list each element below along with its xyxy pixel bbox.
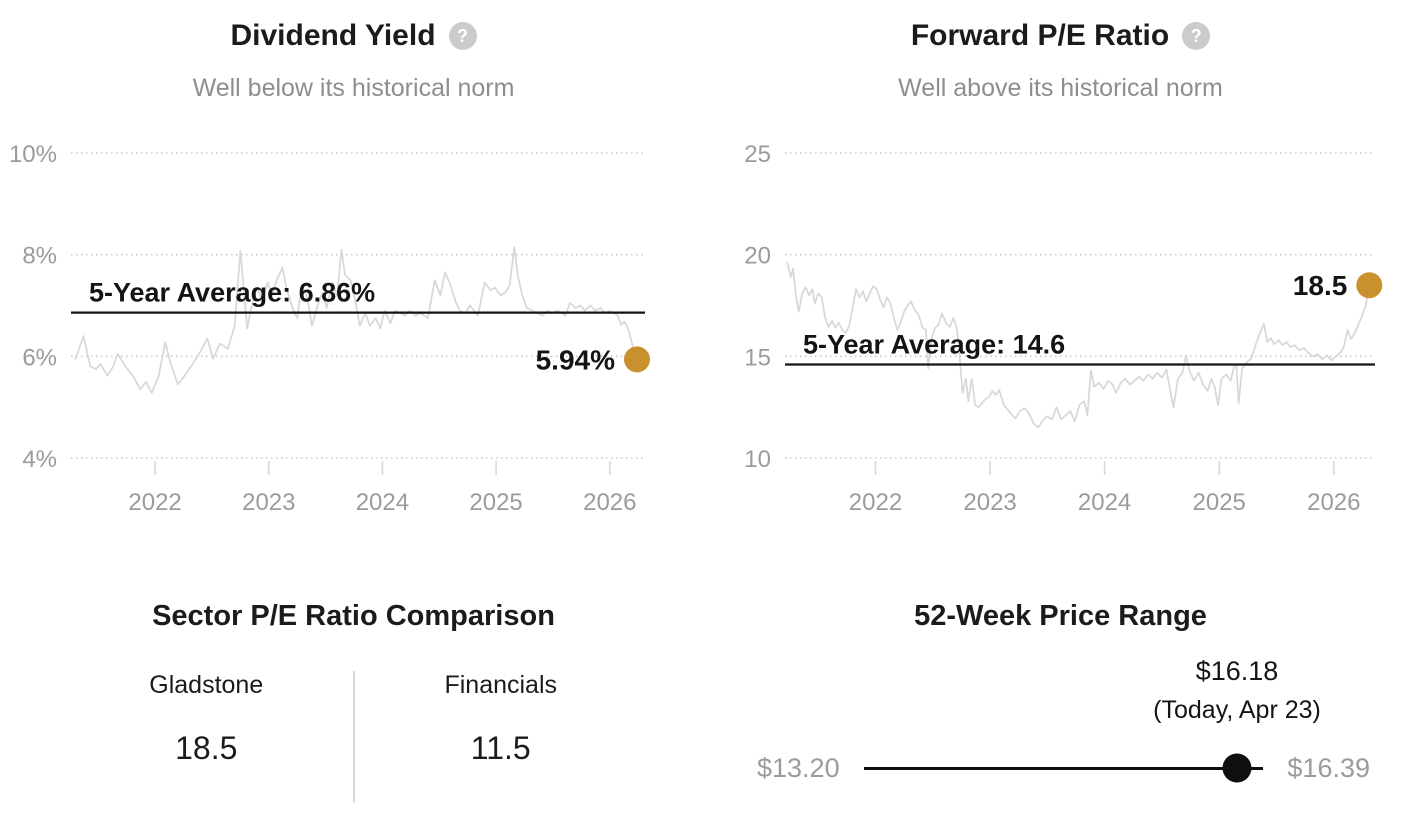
current-price-value: $16.18 xyxy=(1195,655,1279,686)
forward-pe-chart: 25 20 15 10 2022 2023 2024 2025 2026 5-Year Avera… xyxy=(744,141,1383,516)
svg-text:5-Year Average: 14.6: 5-Year Average: 14.6 xyxy=(803,330,1065,360)
svg-text:18.5: 18.5 xyxy=(1293,270,1348,301)
dividend-yield-card: Dividend Yield ? Well below its historic… xyxy=(0,0,707,525)
dividend-yield-title-row: Dividend Yield ? xyxy=(0,14,707,58)
sector-pe-value: 11.5 xyxy=(470,730,531,766)
forward-pe-card: Forward P/E Ratio ? Well above its histo… xyxy=(707,0,1414,525)
svg-text:25: 25 xyxy=(744,141,771,168)
price-range-slider: $13.20 $16.18 (Today, Apr 23) $16.39 xyxy=(757,656,1370,784)
company-pe-value: 18.5 xyxy=(175,730,238,766)
svg-text:2022: 2022 xyxy=(128,489,181,516)
range-track: $16.18 (Today, Apr 23) xyxy=(863,656,1321,784)
help-icon[interactable]: ? xyxy=(448,22,477,50)
charts-row: Dividend Yield ? Well below its historic… xyxy=(0,0,1414,525)
current-price-date: (Today, Apr 23) xyxy=(1153,695,1321,724)
svg-text:20: 20 xyxy=(744,243,771,270)
forward-pe-title: Forward P/E Ratio xyxy=(910,19,1170,52)
svg-text:2022: 2022 xyxy=(849,489,902,516)
forward-pe-title-row: Forward P/E Ratio ? xyxy=(707,14,1414,58)
svg-text:15: 15 xyxy=(744,344,771,371)
forward-pe-subtitle: Well above its historical norm xyxy=(898,74,1223,102)
sector-name-label: Financials xyxy=(444,671,558,699)
help-icon[interactable]: ? xyxy=(1182,22,1211,50)
svg-text:2024: 2024 xyxy=(356,489,409,516)
svg-text:4%: 4% xyxy=(22,446,57,473)
svg-text:10%: 10% xyxy=(9,141,57,168)
dividend-yield-chart: 10% 8% 6% 4% 2022 2023 2024 2025 2026 5-Year Aver… xyxy=(9,141,650,516)
sector-pe-comparison-title: Sector P/E Ratio Comparison xyxy=(152,600,555,632)
current-price-callout: $16.18 (Today, Apr 23) xyxy=(1153,656,1321,725)
svg-text:2025: 2025 xyxy=(469,489,522,516)
svg-text:2026: 2026 xyxy=(1307,489,1360,516)
svg-text:2025: 2025 xyxy=(1193,489,1246,516)
company-name-label: Gladstone xyxy=(149,671,264,699)
svg-text:5-Year Average: 6.86%: 5-Year Average: 6.86% xyxy=(89,278,375,308)
price-range-body: $13.20 $16.18 (Today, Apr 23) $16.39 xyxy=(757,633,1370,803)
sector-pe-columns: Gladstone 18.5 Financials 11.5 xyxy=(60,671,647,803)
dividend-yield-title: Dividend Yield xyxy=(230,19,436,52)
svg-text:10: 10 xyxy=(744,446,771,473)
range-track-line xyxy=(863,766,1264,770)
svg-text:8%: 8% xyxy=(22,243,57,270)
info-row: Sector P/E Ratio Comparison Gladstone 18… xyxy=(0,575,1414,825)
dividend-yield-subtitle: Well below its historical norm xyxy=(192,74,515,102)
price-range-title: 52-Week Price Range xyxy=(914,600,1207,632)
svg-text:2026: 2026 xyxy=(583,489,636,516)
column-divider xyxy=(352,671,355,803)
price-range-card: 52-Week Price Range $13.20 $16.18 (Today… xyxy=(707,575,1414,825)
sector-pe-comparison-card: Sector P/E Ratio Comparison Gladstone 18… xyxy=(0,575,707,825)
svg-text:2024: 2024 xyxy=(1078,489,1131,516)
svg-text:2023: 2023 xyxy=(963,489,1016,516)
current-price-dot xyxy=(1222,753,1252,782)
range-low-label: $13.20 xyxy=(757,753,840,783)
svg-text:6%: 6% xyxy=(22,344,57,371)
svg-text:5.94%: 5.94% xyxy=(536,344,615,375)
sector-pe-company-column: Gladstone 18.5 xyxy=(60,671,353,803)
svg-text:2023: 2023 xyxy=(242,489,295,516)
range-high-label: $16.39 xyxy=(1287,753,1370,783)
sector-pe-sector-column: Financials 11.5 xyxy=(355,671,648,803)
